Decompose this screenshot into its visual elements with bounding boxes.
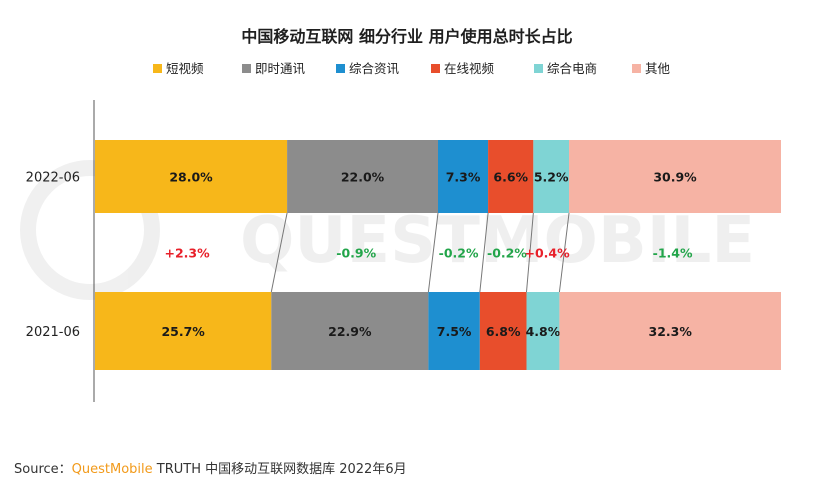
bar-segment-2021-06-0 bbox=[95, 292, 272, 370]
source-prefix: Source： bbox=[14, 462, 72, 477]
value-label-2022-06-2: 7.3% bbox=[446, 170, 481, 185]
legend-label: 即时通讯 bbox=[255, 61, 306, 76]
value-label-2022-06-4: 5.2% bbox=[534, 170, 569, 185]
change-label-3: -0.2% bbox=[487, 246, 527, 261]
legend: 短视频 即时通讯 综合资讯 在线视频 综合电商 其他 bbox=[153, 61, 671, 76]
value-label-2021-06-3: 6.8% bbox=[486, 324, 521, 339]
connector-line-2 bbox=[479, 212, 489, 293]
bar-segment-2022-06-3 bbox=[488, 140, 534, 213]
legend-label: 短视频 bbox=[166, 61, 204, 76]
legend-swatch bbox=[336, 64, 345, 73]
connector-line-0 bbox=[270, 212, 288, 293]
change-labels: +2.3% -0.9% -0.2% -0.2%+0.4% -1.4% bbox=[165, 246, 693, 261]
value-label-2021-06-2: 7.5% bbox=[437, 324, 472, 339]
legend-item-4: 综合电商 bbox=[534, 61, 597, 76]
legend-swatch bbox=[153, 64, 162, 73]
connector-lines bbox=[270, 212, 570, 293]
change-label-1: -0.9% bbox=[336, 246, 376, 261]
category-label-2022-06: 2022-06 bbox=[26, 171, 80, 186]
connector-line-1 bbox=[427, 212, 439, 293]
bar-segment-2022-06-2 bbox=[438, 140, 489, 213]
bar-segment-2022-06-0 bbox=[95, 140, 288, 213]
value-label-2022-06-0: 28.0% bbox=[169, 170, 213, 185]
legend-item-1: 即时通讯 bbox=[242, 61, 306, 76]
value-label-2021-06-1: 22.9% bbox=[328, 324, 372, 339]
watermark-text: QUESTMOBILE bbox=[240, 204, 755, 278]
legend-swatch bbox=[431, 64, 440, 73]
bars: 28.0% 22.0% 7.3% 6.6% 5.2% 30.9% 25.7% 22.9% 7.5… bbox=[95, 140, 781, 370]
bar-segment-2021-06-5 bbox=[559, 292, 781, 370]
value-label-2022-06-5: 30.9% bbox=[653, 170, 697, 185]
legend-swatch bbox=[632, 64, 641, 73]
change-label-4: +0.4% bbox=[524, 246, 570, 261]
legend-item-5: 其他 bbox=[632, 61, 671, 76]
legend-label: 综合电商 bbox=[547, 61, 597, 76]
connector-line-4 bbox=[558, 212, 570, 293]
category-labels: 2022-06 2021-06 bbox=[26, 171, 80, 341]
legend-item-0: 短视频 bbox=[153, 61, 204, 76]
connector-line-3 bbox=[525, 212, 534, 293]
source-brand: QuestMobile bbox=[71, 462, 153, 477]
value-label-2022-06-1: 22.0% bbox=[341, 170, 385, 185]
legend-label: 其他 bbox=[645, 61, 671, 76]
legend-label: 在线视频 bbox=[444, 61, 495, 76]
change-label-0: +2.3% bbox=[165, 246, 211, 261]
source-suffix: TRUTH 中国移动互联网数据库 2022年6月 bbox=[152, 462, 407, 477]
bar-segment-2021-06-1 bbox=[271, 292, 429, 370]
source-note: Source：QuestMobile TRUTH 中国移动互联网数据库 2022… bbox=[14, 458, 407, 477]
bar-segment-2021-06-3 bbox=[479, 292, 527, 370]
value-label-2022-06-3: 6.6% bbox=[493, 170, 528, 185]
bar-segment-2021-06-2 bbox=[428, 292, 480, 370]
legend-label: 综合资讯 bbox=[349, 61, 400, 76]
value-label-2021-06-0: 25.7% bbox=[161, 324, 205, 339]
value-label-2021-06-4: 4.8% bbox=[526, 324, 561, 339]
bar-segment-2022-06-1 bbox=[287, 140, 438, 213]
legend-item-3: 在线视频 bbox=[431, 61, 495, 76]
bar-segment-2022-06-5 bbox=[569, 140, 781, 213]
bar-segment-2021-06-4 bbox=[526, 292, 560, 370]
change-label-5: -1.4% bbox=[653, 246, 693, 261]
legend-swatch bbox=[534, 64, 543, 73]
chart-title: 中国移动互联网 细分行业 用户使用总时长占比 bbox=[241, 27, 572, 46]
bar-segment-2022-06-4 bbox=[533, 140, 570, 213]
watermark: QUESTMOBILE bbox=[20, 160, 755, 300]
legend-item-2: 综合资讯 bbox=[336, 61, 400, 76]
legend-swatch bbox=[242, 64, 251, 73]
change-label-2: -0.2% bbox=[439, 246, 479, 261]
category-label-2021-06: 2021-06 bbox=[26, 325, 80, 340]
value-label-2021-06-5: 32.3% bbox=[649, 324, 693, 339]
